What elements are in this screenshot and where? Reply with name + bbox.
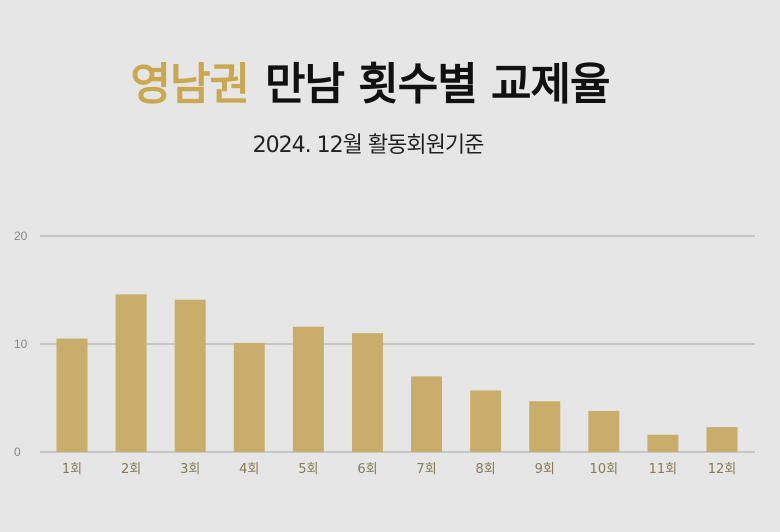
y-tick-labels: 0 10 20: [14, 229, 28, 459]
x-tick-label: 4회: [239, 462, 259, 477]
bar-4: [233, 342, 265, 452]
x-tick-label: 2회: [121, 462, 141, 477]
bar-2: [115, 294, 147, 452]
x-tick-label: 6회: [357, 462, 377, 477]
grid-lines: [40, 235, 755, 453]
bar-9: [529, 401, 561, 452]
x-tick-label: 8회: [476, 462, 496, 477]
x-tick-label: 12회: [708, 462, 737, 477]
x-tick-label: 1회: [62, 462, 82, 477]
bar-10: [588, 410, 620, 452]
bars: [56, 294, 738, 452]
y-tick-label: 20: [14, 229, 28, 243]
x-tick-labels: 1회 2회 3회 4회 5회 6회 7회 8회 9회 10회 11회 12회: [62, 462, 736, 477]
title-text: 만남 횟수별 교제율: [264, 59, 610, 110]
title-accent: 영남권: [130, 59, 250, 110]
x-tick-label: 11회: [649, 462, 678, 477]
bar-7: [411, 376, 443, 452]
chart-title: 영남권 만남 횟수별 교제율: [0, 48, 740, 112]
bar-11: [647, 434, 679, 452]
bar-3: [174, 299, 206, 452]
x-tick-label: 9회: [535, 462, 555, 477]
bar-1: [56, 338, 88, 452]
bar-8: [470, 390, 502, 452]
x-tick-label: 3회: [180, 462, 200, 477]
y-tick-label: 0: [14, 445, 21, 459]
x-tick-label: 10회: [590, 462, 619, 477]
x-tick-label: 7회: [416, 462, 436, 477]
bar-5: [292, 326, 324, 452]
chart-subtitle: 2024. 12월 활동회원기준: [252, 133, 485, 158]
y-tick-label: 10: [14, 337, 28, 351]
bar-6: [351, 333, 383, 452]
bar-12: [706, 427, 738, 452]
x-tick-label: 5회: [298, 462, 318, 477]
